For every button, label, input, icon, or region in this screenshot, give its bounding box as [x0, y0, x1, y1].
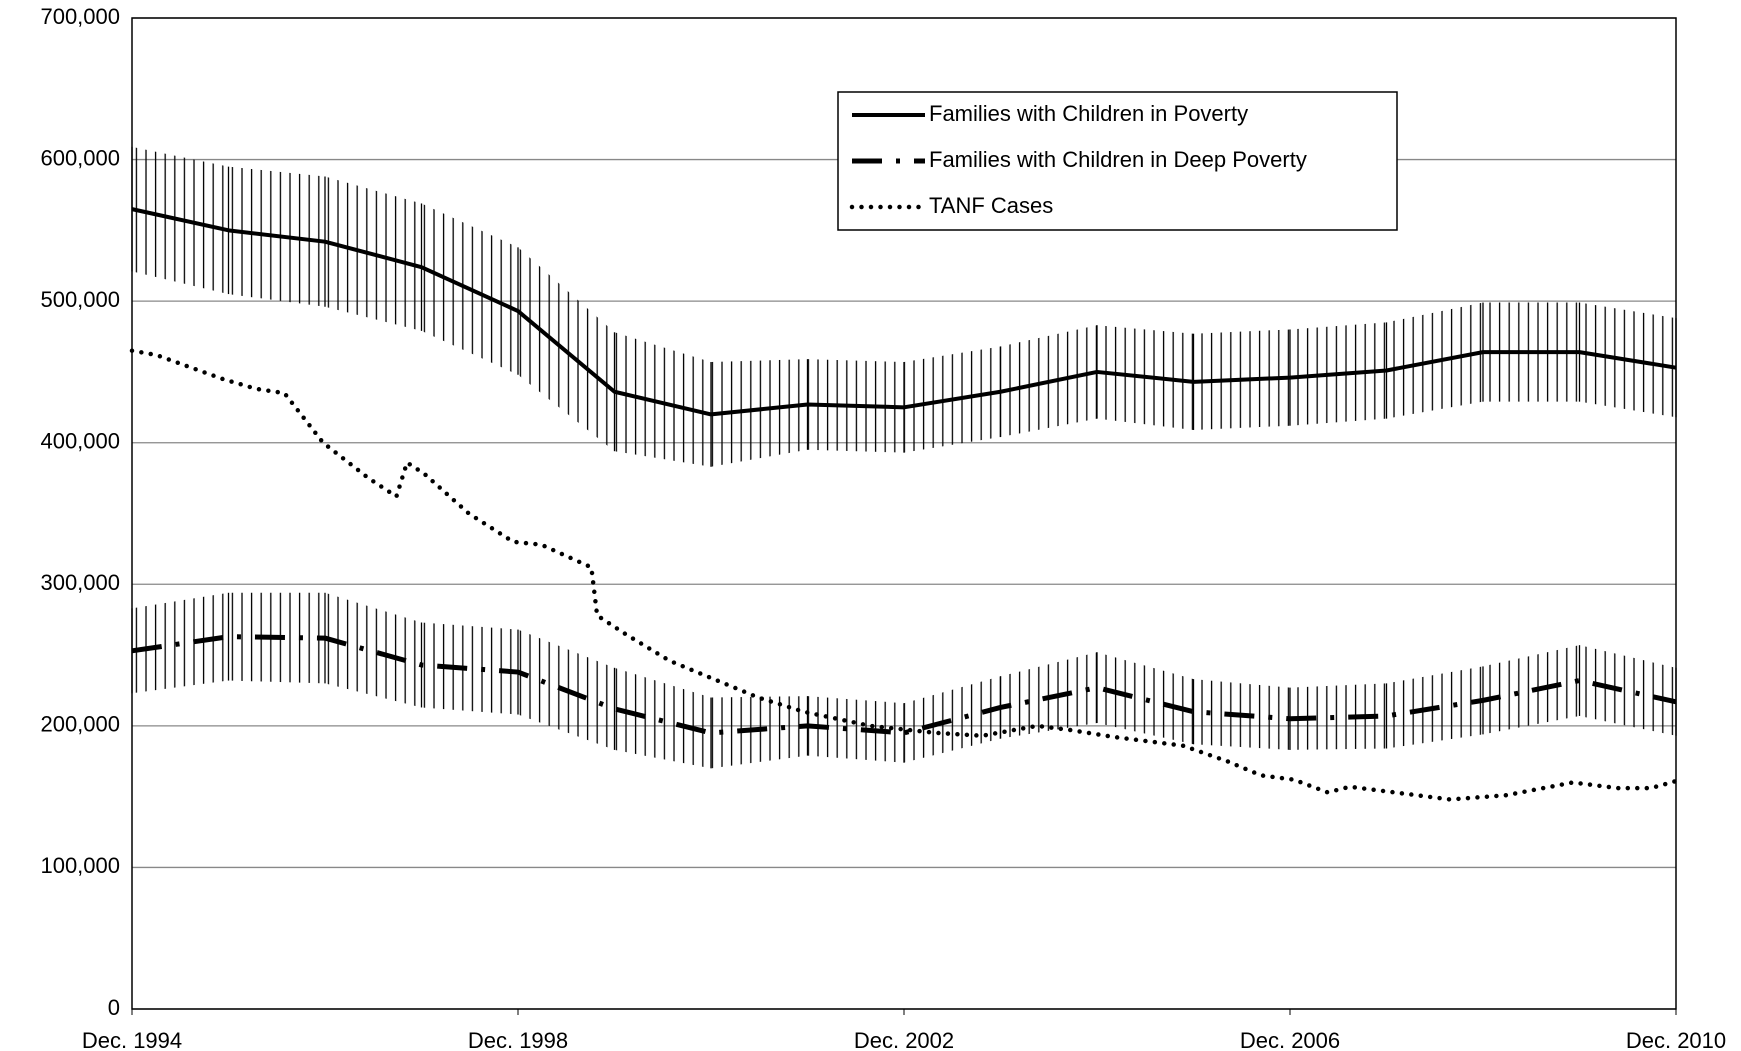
- legend-label: Families with Children in Poverty: [929, 101, 1248, 126]
- legend-label: TANF Cases: [929, 193, 1053, 218]
- x-tick-label: Dec. 1998: [468, 1028, 568, 1051]
- x-tick-label: Dec. 2002: [854, 1028, 954, 1051]
- marks: [129, 146, 1679, 802]
- y-tick-label: 700,000: [40, 4, 120, 29]
- x-tick-label: Dec. 1994: [82, 1028, 182, 1051]
- x-tick-label: Dec. 2006: [1240, 1028, 1340, 1051]
- y-tick-label: 400,000: [40, 429, 120, 454]
- legend: Families with Children in Poverty Familie…: [837, 91, 1398, 231]
- plot-frame: [131, 17, 1677, 1010]
- y-tick-label: 600,000: [40, 145, 120, 170]
- legend-box: [837, 91, 1398, 231]
- y-tick-label: 500,000: [40, 287, 120, 312]
- x-tick-label: Dec. 2010: [1626, 1028, 1726, 1051]
- y-tick-label: 200,000: [40, 712, 120, 737]
- y-tick-label: 300,000: [40, 570, 120, 595]
- y-tick-label: 100,000: [40, 853, 120, 878]
- y-tick-label: 0: [108, 995, 120, 1020]
- series-line: [131, 634, 1677, 736]
- legend-label: Families with Children in Deep Poverty: [929, 147, 1307, 172]
- series-line: [131, 207, 1677, 417]
